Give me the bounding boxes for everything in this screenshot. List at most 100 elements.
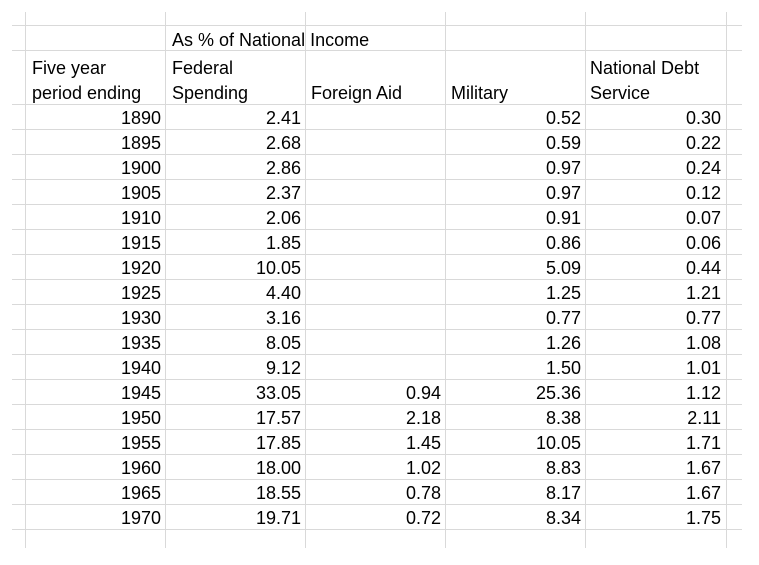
grid-horizontal-line (12, 229, 742, 230)
cell-military: 0.86 (545, 233, 581, 253)
cell-federal-spending: 1.85 (265, 233, 301, 253)
header-foreign-aid: Foreign Aid (311, 83, 403, 103)
cell-year: 1895 (120, 133, 161, 153)
cell-national-debt-service: 1.67 (685, 458, 721, 478)
cell-military: 0.59 (545, 133, 581, 153)
table-title: As % of National Income (172, 30, 370, 50)
header-federal-line2: Spending (172, 83, 249, 103)
cell-federal-spending: 2.41 (265, 108, 301, 128)
cell-foreign-aid: 0.78 (405, 483, 441, 503)
cell-national-debt-service: 0.12 (685, 183, 721, 203)
cell-year: 1965 (120, 483, 161, 503)
cell-year: 1960 (120, 458, 161, 478)
cell-national-debt-service: 0.44 (685, 258, 721, 278)
header-debt-line1: National Debt (590, 58, 700, 78)
cell-military: 5.09 (545, 258, 581, 278)
grid-horizontal-line (12, 25, 742, 26)
grid-horizontal-line (12, 354, 742, 355)
cell-national-debt-service: 1.71 (685, 433, 721, 453)
cell-military: 0.77 (545, 308, 581, 328)
cell-national-debt-service: 0.06 (685, 233, 721, 253)
cell-year: 1935 (120, 333, 161, 353)
cell-federal-spending: 17.57 (255, 408, 301, 428)
cell-military: 1.50 (545, 358, 581, 378)
header-year-line2: period ending (32, 83, 142, 103)
cell-foreign-aid: 2.18 (405, 408, 441, 428)
grid-horizontal-line (12, 204, 742, 205)
cell-federal-spending: 2.68 (265, 133, 301, 153)
grid-horizontal-line (12, 254, 742, 255)
cell-military: 0.52 (545, 108, 581, 128)
grid-horizontal-line (12, 50, 742, 51)
cell-military: 0.91 (545, 208, 581, 228)
grid-horizontal-line (12, 379, 742, 380)
cell-national-debt-service: 1.12 (685, 383, 721, 403)
cell-military: 8.17 (545, 483, 581, 503)
header-year-line1: Five year (32, 58, 107, 78)
cell-year: 1955 (120, 433, 161, 453)
grid-horizontal-line (12, 104, 742, 105)
grid-horizontal-line (12, 429, 742, 430)
cell-federal-spending: 18.00 (255, 458, 301, 478)
cell-national-debt-service: 0.24 (685, 158, 721, 178)
cell-federal-spending: 3.16 (265, 308, 301, 328)
cell-federal-spending: 18.55 (255, 483, 301, 503)
cell-military: 0.97 (545, 183, 581, 203)
grid-horizontal-line (12, 304, 742, 305)
grid-horizontal-line (12, 529, 742, 530)
cell-year: 1970 (120, 508, 161, 528)
cell-national-debt-service: 1.75 (685, 508, 721, 528)
cell-national-debt-service: 2.11 (687, 408, 721, 428)
grid-horizontal-line (12, 479, 742, 480)
cell-federal-spending: 2.06 (265, 208, 301, 228)
cell-military: 1.26 (545, 333, 581, 353)
header-federal-line1: Federal (172, 58, 234, 78)
grid-vertical-line (305, 12, 306, 548)
cell-military: 0.97 (545, 158, 581, 178)
cell-military: 8.34 (545, 508, 581, 528)
grid-vertical-line (445, 12, 446, 548)
cell-federal-spending: 33.05 (255, 383, 301, 403)
cell-federal-spending: 2.37 (265, 183, 301, 203)
cell-year: 1900 (120, 158, 161, 178)
cell-federal-spending: 8.05 (265, 333, 301, 353)
cell-year: 1920 (120, 258, 161, 278)
cell-national-debt-service: 1.21 (685, 283, 721, 303)
cell-military: 8.38 (545, 408, 581, 428)
grid-vertical-line (585, 12, 586, 548)
header-debt-line2: Service (590, 83, 651, 103)
cell-federal-spending: 10.05 (255, 258, 301, 278)
cell-military: 1.25 (545, 283, 581, 303)
cell-national-debt-service: 1.01 (685, 358, 721, 378)
cell-federal-spending: 2.86 (265, 158, 301, 178)
cell-military: 10.05 (535, 433, 581, 453)
grid-horizontal-line (12, 504, 742, 505)
grid-vertical-line (726, 12, 727, 548)
cell-federal-spending: 19.71 (255, 508, 301, 528)
cell-year: 1905 (120, 183, 161, 203)
grid-horizontal-line (12, 179, 742, 180)
grid-horizontal-line (12, 454, 742, 455)
cell-national-debt-service: 1.08 (685, 333, 721, 353)
cell-foreign-aid: 1.02 (405, 458, 441, 478)
cell-foreign-aid: 0.72 (405, 508, 441, 528)
cell-national-debt-service: 1.67 (685, 483, 721, 503)
cell-year: 1945 (120, 383, 161, 403)
cell-year: 1910 (120, 208, 161, 228)
grid-horizontal-line (12, 329, 742, 330)
cell-year: 1950 (120, 408, 161, 428)
grid-horizontal-line (12, 129, 742, 130)
cell-national-debt-service: 0.07 (685, 208, 721, 228)
cell-year: 1915 (120, 233, 161, 253)
cell-federal-spending: 17.85 (255, 433, 301, 453)
cell-year: 1940 (120, 358, 161, 378)
cell-national-debt-service: 0.22 (685, 133, 721, 153)
cell-foreign-aid: 1.45 (405, 433, 441, 453)
grid-horizontal-line (12, 154, 742, 155)
cell-federal-spending: 9.12 (265, 358, 301, 378)
cell-national-debt-service: 0.30 (685, 108, 721, 128)
cell-military: 25.36 (535, 383, 581, 403)
grid-horizontal-line (12, 404, 742, 405)
cell-federal-spending: 4.40 (265, 283, 301, 303)
